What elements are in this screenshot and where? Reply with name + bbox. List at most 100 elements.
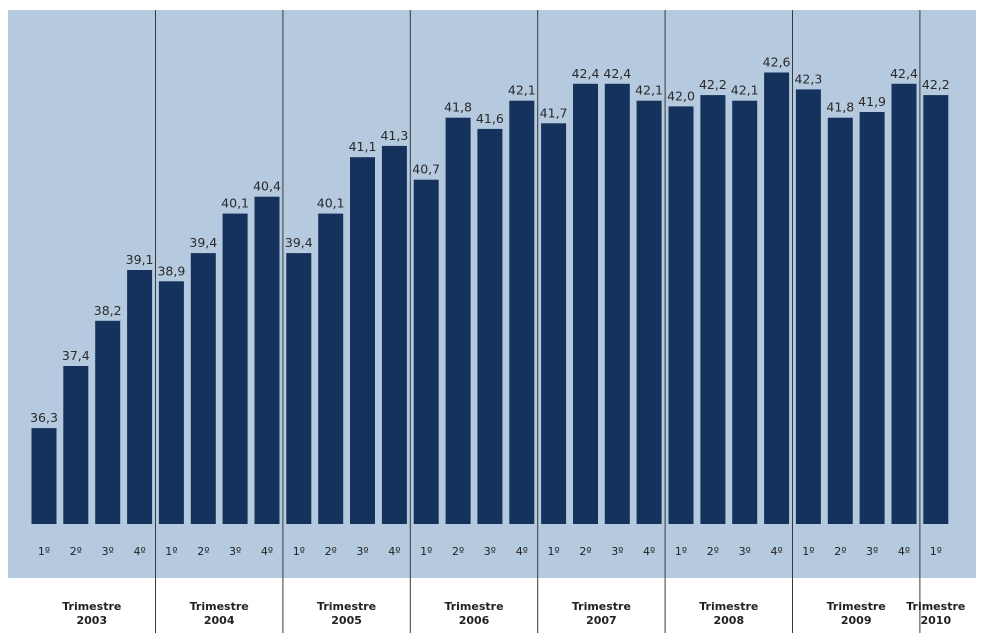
bar [95,320,121,524]
quarter-tick-label: 4º [516,545,528,558]
quarter-tick-label: 3º [866,545,878,558]
quarter-tick-label: 2º [70,545,82,558]
data-label: 39,1 [126,252,154,267]
year-group-year: 2003 [76,614,107,627]
data-label: 41,6 [476,111,504,126]
bar [827,117,853,524]
quarter-tick-label: 3º [229,545,241,558]
quarter-tick-label: 4º [388,545,400,558]
quarter-tick-label: 4º [134,545,146,558]
year-group-year: 2004 [204,614,235,627]
data-label: 42,1 [731,83,759,98]
quarter-tick-label: 1º [420,545,432,558]
data-label: 42,0 [667,88,695,103]
bar [477,128,503,524]
quarter-tick-label: 2º [579,545,591,558]
data-label: 42,4 [603,66,631,81]
bar [732,100,758,524]
year-group-label: Trimestre [317,600,376,613]
quarter-tick-label: 4º [643,545,655,558]
value-labels-layer: 36,3 37,4 38,2 39,138,9 39,4 40,1 40,4 39,4 40,1… [30,55,950,426]
quarter-tick-label: 2º [707,545,719,558]
bar [190,253,216,524]
quarter-labels-layer: 1º 2º 3º 4º 1º 2º 3º 4º 1º 2º 3º 4º 1º 2º 3º 4º 1º 2º 3º 4º… [38,545,942,558]
bar [891,83,917,525]
bars-layer [31,72,949,525]
bar [286,253,312,524]
year-group-label: Trimestre [62,600,121,613]
data-label: 41,7 [540,105,568,120]
data-label: 42,3 [794,71,822,86]
quarter-tick-label: 3º [611,545,623,558]
quarter-tick-label: 1º [548,545,560,558]
data-label: 42,1 [635,83,663,98]
bar [604,83,630,525]
bar [923,95,949,524]
year-group-label: Trimestre [572,600,631,613]
year-group-year: 2008 [713,614,744,627]
quarter-tick-label: 2º [197,545,209,558]
year-labels-layer: Trimestre2003Trimestre2004Trimestre2005T… [62,600,965,627]
quarter-tick-label: 4º [898,545,910,558]
bar [222,213,248,524]
data-label: 42,6 [763,55,791,70]
bar [381,145,407,524]
quarter-tick-label: 3º [356,545,368,558]
bar [158,281,184,524]
year-group-label: Trimestre [827,600,886,613]
data-label: 41,9 [858,94,886,109]
bar [636,100,662,524]
data-label: 41,3 [380,128,408,143]
bar [541,123,567,525]
quarter-tick-label: 4º [261,545,273,558]
year-group-label: Trimestre [906,600,965,613]
bar [445,117,471,524]
quarter-tick-label: 4º [771,545,783,558]
data-label: 42,4 [572,66,600,81]
bar [350,157,375,524]
bar [764,72,790,524]
year-group-label: Trimestre [190,600,249,613]
quarter-tick-label: 3º [739,545,751,558]
year-group-label: Trimestre [444,600,503,613]
quarter-tick-label: 1º [930,545,942,558]
bar [795,89,821,525]
quarter-tick-label: 2º [834,545,846,558]
bar [318,213,344,524]
bar [573,83,598,525]
year-group-year: 2009 [841,614,872,627]
bar [63,366,89,524]
data-label: 41,8 [444,100,472,115]
bar [413,179,439,524]
year-dividers-layer [155,10,921,633]
data-label: 39,4 [285,235,313,250]
year-group-year: 2007 [586,614,617,627]
quarter-tick-label: 3º [102,545,114,558]
quarter-tick-label: 2º [452,545,464,558]
data-label: 42,2 [922,77,950,92]
data-label: 42,2 [699,77,727,92]
data-label: 40,1 [221,196,249,211]
bar [31,428,57,524]
data-label: 40,4 [253,179,281,194]
quarter-tick-label: 2º [325,545,337,558]
quarter-tick-label: 1º [165,545,177,558]
data-label: 42,4 [890,66,918,81]
year-group-year: 2005 [331,614,362,627]
quarter-tick-label: 3º [484,545,496,558]
data-label: 41,8 [826,100,854,115]
data-label: 41,1 [349,139,377,154]
year-group-label: Trimestre [699,600,758,613]
quarter-tick-label: 1º [38,545,50,558]
data-label: 37,4 [62,348,90,363]
data-label: 42,1 [508,83,536,98]
data-label: 39,4 [189,235,217,250]
quarter-tick-label: 1º [802,545,814,558]
bar [127,270,153,524]
bar [509,100,535,524]
data-label: 40,1 [317,196,345,211]
data-label: 36,3 [30,410,58,425]
data-label: 40,7 [412,162,440,177]
year-group-year: 2010 [920,614,951,627]
